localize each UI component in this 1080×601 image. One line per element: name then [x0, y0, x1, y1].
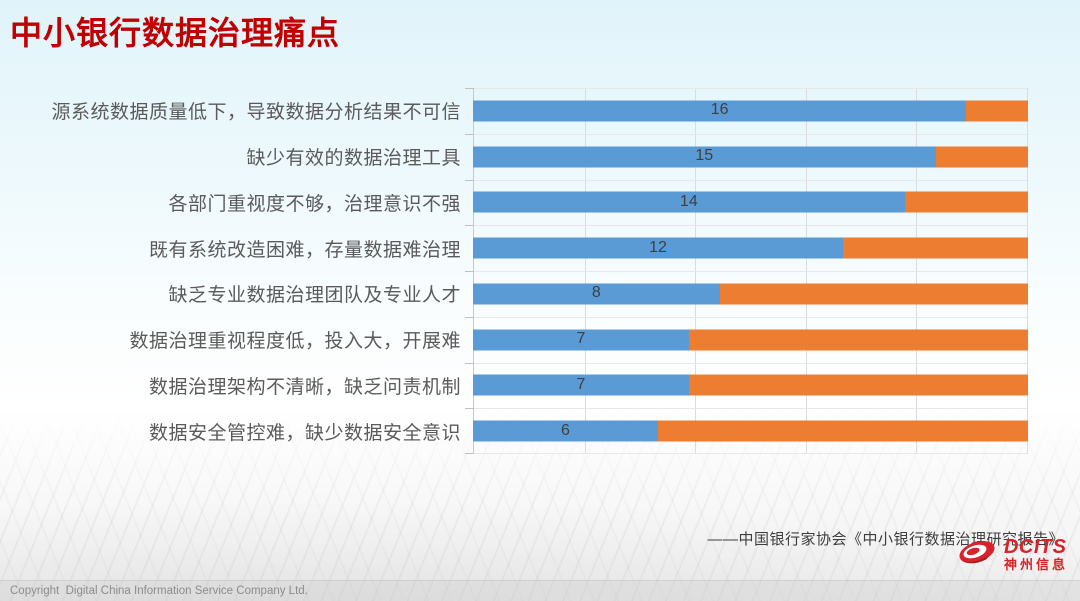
chart-row: 数据安全管控难，缺少数据安全意识 6 [6, 408, 1028, 454]
stacked-bar: 8 [473, 283, 1028, 305]
category-label: 缺少有效的数据治理工具 [246, 148, 461, 170]
stacked-bar: 15 [473, 146, 1028, 168]
bar-segment-primary: 7 [473, 329, 689, 351]
logo-brand-cn-text: 神州信息 [1003, 557, 1068, 573]
stacked-bar: 7 [473, 374, 1028, 396]
chart-row: 数据治理架构不清晰，缺乏问责机制 7 [6, 363, 1028, 409]
bar-value-label: 15 [695, 146, 714, 164]
bar-segment-primary: 14 [473, 191, 905, 213]
row-plot: 7 [473, 363, 1028, 409]
row-plot: 12 [473, 225, 1028, 271]
category-label: 各部门重视度不够，治理意识不强 [168, 193, 461, 215]
row-plot: 15 [473, 134, 1028, 180]
bar-segment-secondary [966, 100, 1028, 122]
bar-segment-primary: 6 [473, 420, 658, 442]
chart-row: 缺少有效的数据治理工具 15 [6, 134, 1028, 180]
bar-segment-secondary [904, 191, 1028, 213]
bar-segment-primary: 15 [473, 146, 936, 168]
bar-value-label: 6 [561, 421, 570, 439]
stacked-bar: 14 [473, 191, 1028, 213]
stacked-bar: 16 [473, 100, 1028, 122]
bar-value-label: 7 [576, 375, 586, 393]
chart-row: 源系统数据质量低下，导致数据分析结果不可信 16 [6, 88, 1028, 134]
dcits-logo: DCITS 神州信息 [956, 534, 1068, 575]
stacked-bar: 12 [473, 237, 1028, 259]
bar-segment-primary: 12 [473, 237, 843, 259]
stacked-bar-chart: 源系统数据质量低下，导致数据分析结果不可信 16 缺少有效的数据治理工具 15 各部门重… [6, 88, 1028, 454]
logo-brand-text: DCITS [1003, 536, 1067, 559]
page-title: 中小银行数据治理痛点 [10, 15, 341, 51]
row-plot: 16 [473, 88, 1028, 134]
category-label: 数据治理架构不清晰，缺乏问责机制 [148, 376, 461, 398]
category-label: 数据治理重视程度低，投入大，开展难 [129, 331, 461, 353]
copyright-text: Copyright Digital China Information Serv… [10, 585, 308, 597]
bar-value-label: 12 [649, 238, 667, 256]
row-plot: 6 [473, 408, 1028, 454]
bar-value-label: 8 [591, 284, 601, 302]
chart-row: 既有系统改造困难，存量数据难治理 12 [6, 225, 1028, 271]
bar-segment-secondary [658, 420, 1028, 442]
bar-segment-secondary [719, 283, 1028, 305]
bar-value-label: 16 [710, 101, 729, 119]
stacked-bar: 7 [473, 329, 1028, 351]
category-label: 源系统数据质量低下，导致数据分析结果不可信 [51, 102, 461, 124]
bar-segment-primary: 8 [473, 283, 720, 305]
bar-segment-secondary [688, 374, 1028, 396]
bar-value-label: 14 [679, 192, 698, 210]
bar-segment-secondary [688, 329, 1028, 351]
row-plot: 14 [473, 180, 1028, 226]
chart-row: 各部门重视度不够，治理意识不强 14 [6, 180, 1028, 226]
chart-row: 数据治理重视程度低，投入大，开展难 7 [6, 317, 1028, 363]
stacked-bar: 6 [473, 420, 1028, 442]
bar-segment-secondary [935, 146, 1028, 168]
chart-row: 缺乏专业数据治理团队及专业人才 8 [6, 271, 1028, 317]
category-label: 数据安全管控难，缺少数据安全意识 [148, 422, 461, 444]
footer-bar: Copyright Digital China Information Serv… [0, 580, 1080, 601]
row-plot: 8 [473, 271, 1028, 317]
bar-segment-primary: 16 [473, 100, 967, 122]
row-plot: 7 [473, 317, 1028, 363]
bar-segment-primary: 7 [473, 374, 689, 396]
bar-segment-secondary [843, 237, 1028, 259]
swirl-logo-icon [956, 534, 998, 575]
category-label: 缺乏专业数据治理团队及专业人才 [168, 285, 461, 307]
category-label: 既有系统改造困难，存量数据难治理 [148, 239, 461, 261]
bar-value-label: 7 [576, 329, 586, 347]
